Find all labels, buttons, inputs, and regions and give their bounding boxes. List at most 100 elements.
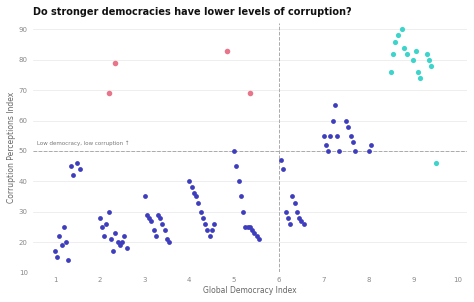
Point [163,236,171,241]
Point [197,209,204,214]
Point [248,227,256,232]
Point [255,236,263,241]
Point [143,212,151,217]
Point [203,227,211,232]
Point [298,218,305,223]
Point [150,227,157,232]
Point [416,76,424,80]
Point [286,221,294,226]
Point [161,227,169,232]
X-axis label: Global Democracy Index: Global Democracy Index [203,286,297,295]
Point [387,69,395,74]
Point [109,249,117,254]
Point [114,239,121,244]
Point [76,167,83,172]
Point [425,57,433,62]
Point [154,212,162,217]
Point [246,224,254,229]
Point [156,215,164,220]
Point [253,233,260,238]
Point [394,33,401,38]
Point [233,164,240,169]
Point [194,200,202,205]
Point [336,149,343,153]
Point [365,149,372,153]
Point [63,239,70,244]
Point [235,179,242,184]
Point [118,239,126,244]
Point [188,185,195,190]
Point [152,233,160,238]
Point [331,103,339,108]
Point [347,133,355,138]
Point [403,51,410,56]
Point [367,142,374,147]
Point [98,224,106,229]
Point [423,51,430,56]
Point [293,209,301,214]
Point [333,133,341,138]
Point [284,215,292,220]
Point [112,230,119,235]
Point [351,149,359,153]
Point [246,91,254,95]
Point [432,161,439,165]
Point [224,48,231,53]
Y-axis label: Corruption Perceptions Index: Corruption Perceptions Index [7,92,16,204]
Point [58,243,65,247]
Point [107,236,115,241]
Point [282,209,290,214]
Point [60,224,68,229]
Point [398,27,406,32]
Point [105,209,112,214]
Point [96,215,103,220]
Point [123,246,130,251]
Point [327,133,334,138]
Point [55,233,63,238]
Point [428,63,435,68]
Point [410,57,417,62]
Point [67,164,74,169]
Point [112,60,119,65]
Point [185,179,193,184]
Point [389,51,397,56]
Point [280,167,287,172]
Point [141,194,148,199]
Point [300,221,307,226]
Point [199,215,207,220]
Point [392,39,399,44]
Point [73,161,81,165]
Point [322,142,330,147]
Point [320,133,328,138]
Point [201,221,209,226]
Point [159,221,166,226]
Point [64,258,72,263]
Point [51,249,59,254]
Point [147,218,155,223]
Point [289,194,296,199]
Point [190,191,198,196]
Point [250,230,258,235]
Point [210,221,218,226]
Point [237,194,245,199]
Point [239,209,247,214]
Point [401,45,408,50]
Point [206,233,213,238]
Point [342,118,350,123]
Point [295,215,303,220]
Point [349,139,356,144]
Point [324,149,332,153]
Point [116,243,124,247]
Point [100,233,108,238]
Point [329,118,337,123]
Text: Do stronger democracies have lower levels of corruption?: Do stronger democracies have lower level… [33,7,351,17]
Point [230,149,238,153]
Point [291,200,299,205]
Point [54,255,61,260]
Point [165,239,173,244]
Point [208,227,216,232]
Point [145,215,153,220]
Point [244,224,251,229]
Point [242,224,249,229]
Point [120,233,128,238]
